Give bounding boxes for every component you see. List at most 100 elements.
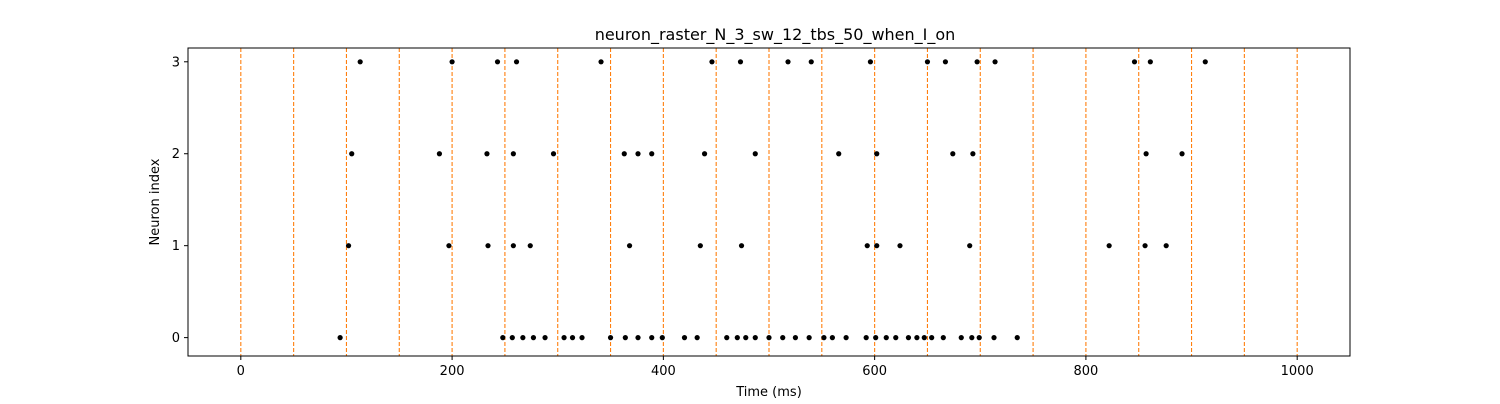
spike-n3-9: [867, 59, 874, 65]
spike-n1-5: [626, 243, 633, 249]
spike-n0-16: [724, 335, 730, 341]
spike-n1-13: [1142, 243, 1148, 249]
vertical-lines: [240, 48, 1298, 356]
spike-n1-6: [697, 243, 703, 249]
spike-n0-1: [500, 335, 506, 341]
y-axis-ticks: 0 1 2 3: [172, 55, 188, 346]
spike-n3-13: [992, 59, 998, 65]
spike-n0-38: [976, 335, 982, 341]
spike-n0-30: [893, 335, 899, 341]
spike-n1-0: [345, 243, 352, 249]
spike-n2-2: [484, 151, 490, 157]
spike-n2-3: [510, 151, 516, 157]
spike-n3-16: [1202, 59, 1208, 65]
spike-n2-15: [1179, 151, 1185, 157]
spike-n1-14: [1163, 243, 1169, 249]
spike-n0-33: [921, 335, 927, 341]
spike-points: [337, 59, 1208, 341]
spike-n3-12: [974, 59, 980, 65]
spike-n0-0: [337, 335, 343, 341]
spike-n2-5: [621, 151, 627, 157]
spike-n0-5: [542, 335, 548, 341]
spike-n0-23: [806, 335, 812, 341]
spike-n2-9: [752, 151, 758, 157]
spike-n0-9: [607, 335, 614, 341]
spike-n0-27: [863, 335, 869, 341]
spike-n0-17: [734, 335, 740, 341]
spike-n0-19: [752, 335, 758, 341]
spike-n2-1: [436, 151, 443, 157]
spike-n3-2: [494, 59, 501, 65]
spike-n2-0: [349, 151, 355, 157]
spike-n3-6: [737, 59, 744, 65]
spike-n3-4: [598, 59, 604, 65]
spike-n0-39: [991, 335, 997, 341]
x-tick-label-1000: 1000: [1281, 364, 1314, 379]
y-tick-label-0: 0: [172, 331, 180, 346]
spike-n1-3: [510, 243, 516, 249]
spike-n2-4: [550, 151, 557, 157]
spike-n0-6: [561, 335, 567, 341]
spike-n3-10: [924, 59, 931, 65]
spike-n3-14: [1131, 59, 1138, 65]
y-tick-label-3: 3: [172, 55, 180, 70]
spike-n0-35: [940, 335, 946, 341]
spike-n0-18: [743, 335, 749, 341]
spike-n1-12: [1106, 243, 1112, 249]
spike-n2-10: [836, 151, 842, 157]
spike-n2-12: [950, 151, 956, 157]
x-tick-label-600: 600: [862, 364, 887, 379]
spike-n1-1: [446, 243, 452, 249]
spike-n0-13: [659, 335, 665, 341]
y-tick-label-1: 1: [172, 239, 180, 254]
spike-n0-11: [635, 335, 641, 341]
y-tick-label-2: 2: [172, 147, 180, 162]
spike-n1-2: [485, 243, 491, 249]
spike-n2-6: [635, 151, 641, 157]
spike-n0-3: [520, 335, 526, 341]
spike-n0-12: [649, 335, 655, 341]
spike-n1-4: [527, 243, 533, 249]
spike-n0-32: [914, 335, 920, 341]
spike-n1-9: [874, 243, 880, 249]
spike-n1-11: [967, 243, 973, 249]
spike-n3-0: [357, 59, 363, 65]
x-axis-label: Time (ms): [735, 385, 802, 400]
spike-n0-40: [1014, 335, 1020, 341]
spike-n3-7: [785, 59, 791, 65]
spike-n1-8: [864, 243, 870, 249]
spike-n0-31: [905, 335, 912, 341]
spike-n0-24: [821, 335, 827, 341]
spike-n2-8: [701, 151, 708, 157]
spike-n0-20: [766, 335, 772, 341]
spike-n2-7: [649, 151, 655, 157]
spike-n0-8: [579, 335, 585, 341]
y-axis-label: Neuron index: [148, 158, 163, 245]
spike-n2-14: [1143, 151, 1149, 157]
x-tick-label-400: 400: [651, 364, 676, 379]
x-tick-label-200: 200: [440, 364, 465, 379]
spike-n0-21: [780, 335, 786, 341]
x-axis-ticks: 0 200 400 600 800 1000: [237, 356, 1314, 379]
x-tick-label-0: 0: [237, 364, 245, 379]
spike-n3-3: [513, 59, 520, 65]
spike-n0-36: [958, 335, 964, 341]
spike-n3-5: [709, 59, 715, 65]
spike-n0-37: [969, 335, 975, 341]
chart-title: neuron_raster_N_3_sw_12_tbs_50_when_I_on: [595, 25, 956, 45]
spike-n0-10: [622, 335, 628, 341]
spike-n0-4: [530, 335, 537, 341]
spike-n3-15: [1147, 59, 1153, 65]
spike-n0-34: [929, 335, 935, 341]
spike-n0-7: [569, 335, 576, 341]
spike-n0-28: [873, 335, 879, 341]
spike-n0-22: [792, 335, 799, 341]
spike-n0-25: [829, 335, 835, 341]
spike-n3-8: [808, 59, 814, 65]
spike-n3-11: [942, 59, 949, 65]
x-tick-label-800: 800: [1073, 364, 1098, 379]
spike-n0-14: [681, 335, 688, 341]
spike-n1-7: [738, 243, 745, 249]
spike-n0-15: [694, 335, 700, 341]
